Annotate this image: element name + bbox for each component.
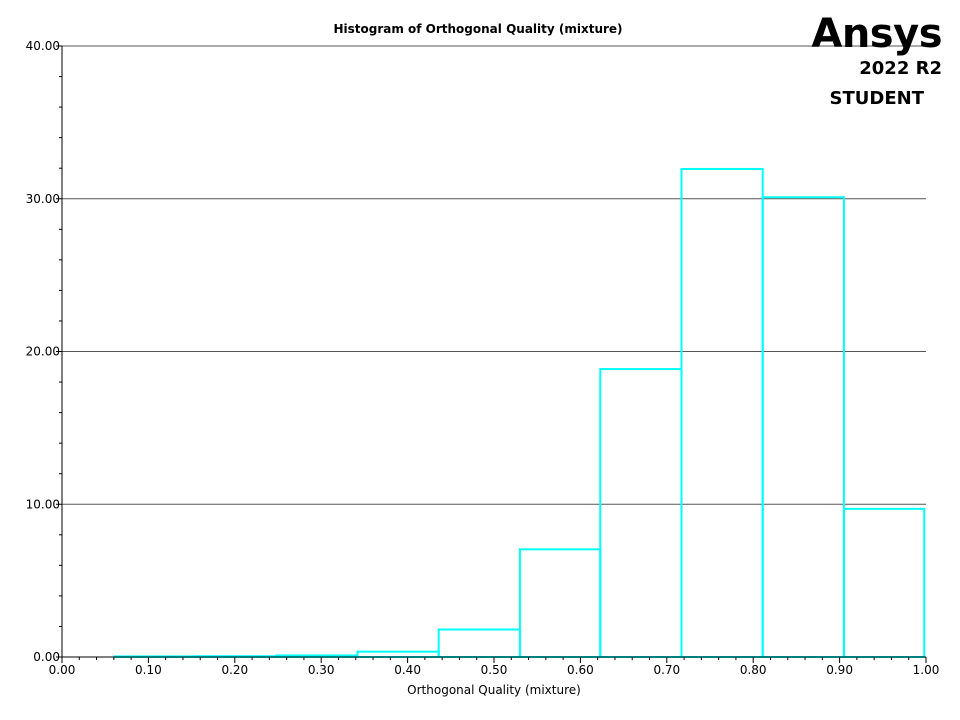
x-tick-label: 0.30	[308, 663, 335, 677]
x-tick-label: 0.10	[135, 663, 162, 677]
histogram-bar	[599, 368, 683, 658]
chart-title: Histogram of Orthogonal Quality (mixture…	[333, 22, 622, 36]
histogram-bar	[437, 628, 521, 659]
histogram-bar	[842, 507, 926, 658]
x-tick-label: 0.70	[653, 663, 680, 677]
histogram-bar	[680, 167, 764, 658]
y-tick-label: 30.00	[26, 192, 60, 206]
histogram-bars	[113, 167, 926, 659]
histogram-bar	[518, 548, 602, 659]
y-tick-label: 40.00	[26, 39, 60, 53]
x-tick-label: 0.00	[49, 663, 76, 677]
x-axis-label: Orthogonal Quality (mixture)	[407, 683, 581, 697]
y-tick-label: 10.00	[26, 497, 60, 511]
gridlines	[62, 45, 926, 505]
y-axis-ticks: 0.00 10.00 20.00 30.00 40.00	[26, 39, 62, 664]
x-tick-label: 1.00	[913, 663, 940, 677]
x-tick-label: 0.90	[826, 663, 853, 677]
x-tick-label: 0.60	[567, 663, 594, 677]
x-tick-label: 0.80	[740, 663, 767, 677]
y-tick-label: 20.00	[26, 345, 60, 359]
histogram-bar	[356, 650, 440, 658]
x-tick-label: 0.40	[394, 663, 421, 677]
histogram-bar	[761, 196, 845, 658]
x-tick-label: 0.20	[221, 663, 248, 677]
y-tick-label: 0.00	[33, 650, 60, 664]
x-axis-ticks: 0.00 0.10 0.20 0.30 0.40 0.50 0.60 0.70 0.80 0.90…	[49, 657, 940, 677]
x-tick-label: 0.50	[481, 663, 508, 677]
